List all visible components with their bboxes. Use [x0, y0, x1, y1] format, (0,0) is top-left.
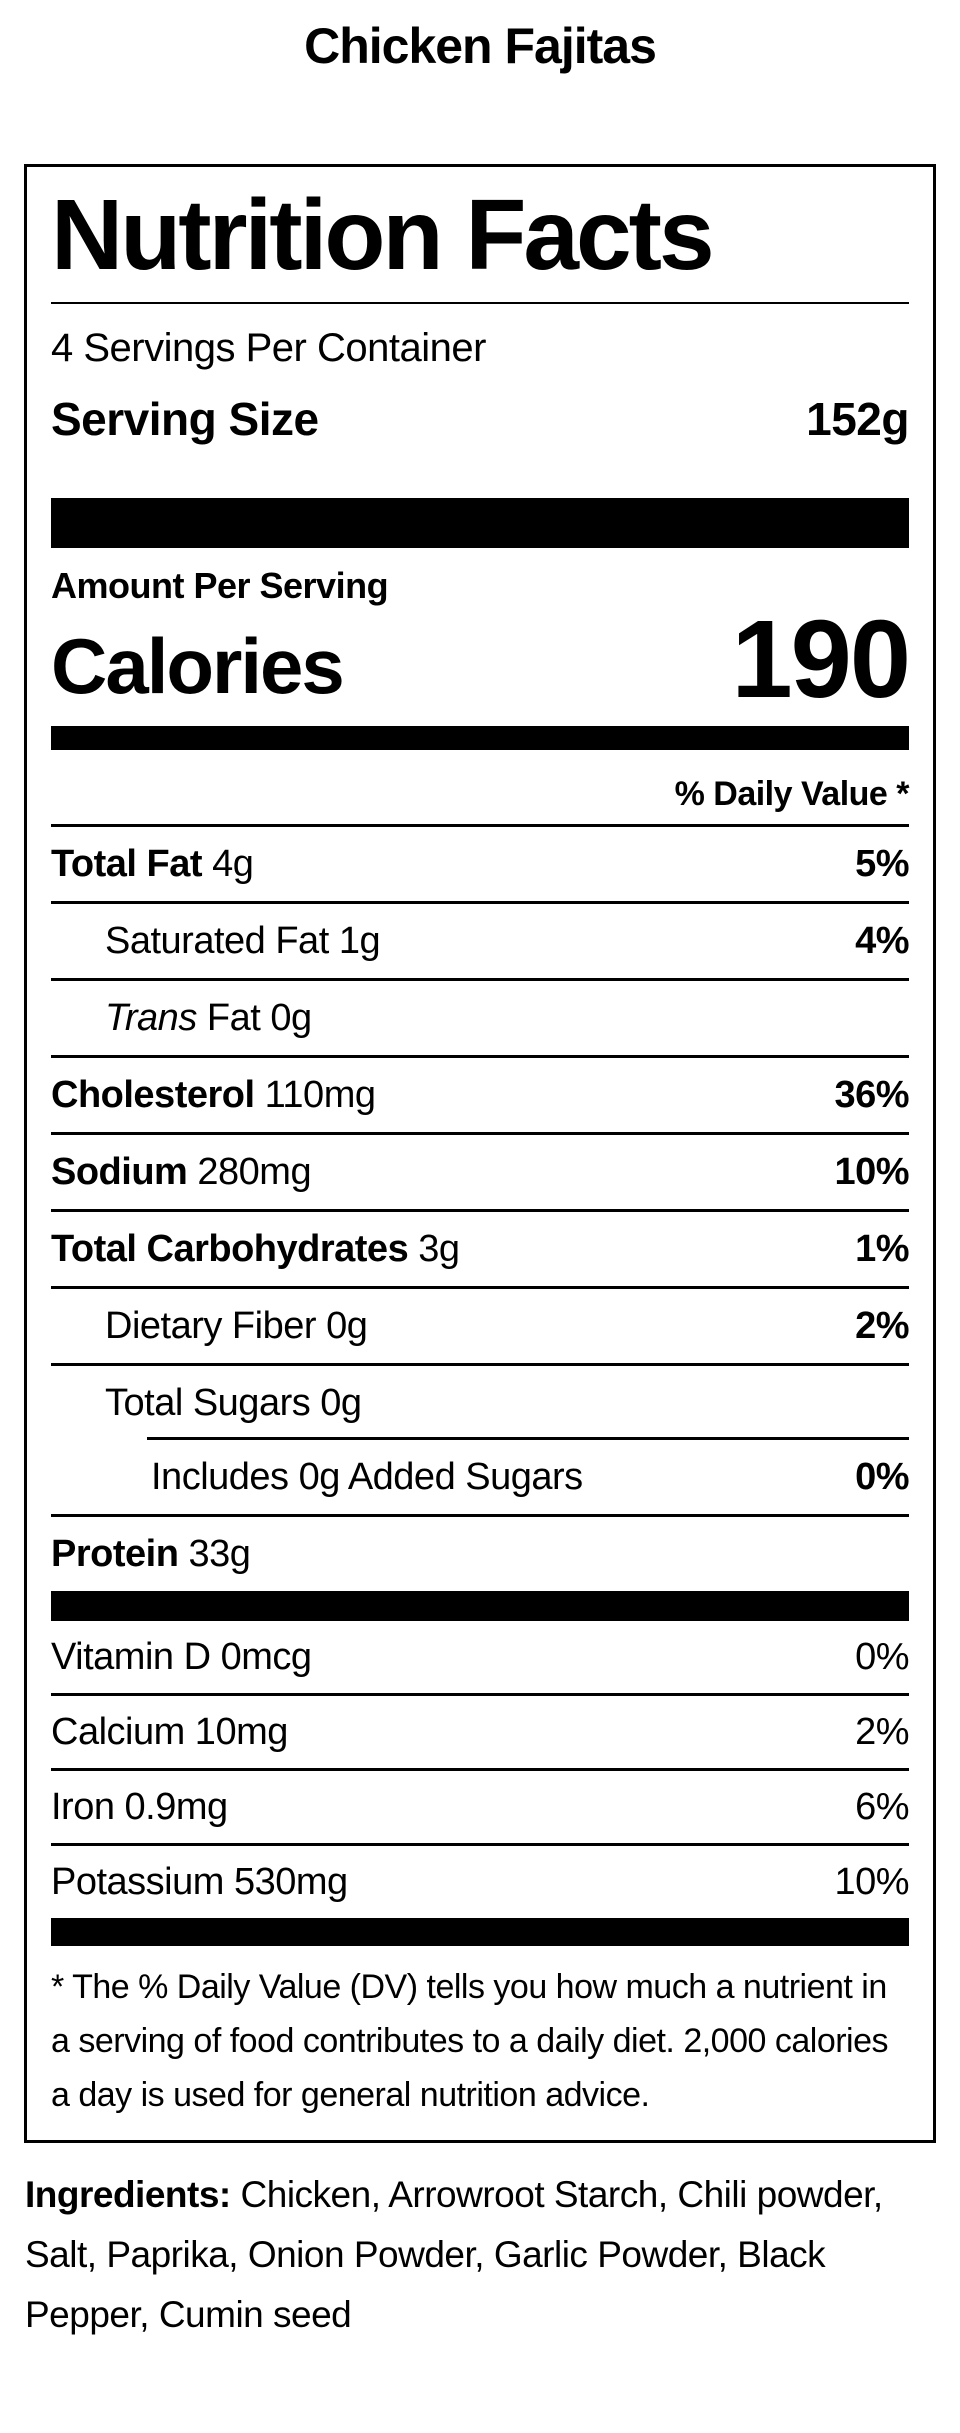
bar-serving-separator	[51, 498, 909, 548]
nutrient-name: Total Sugars 0g	[105, 1382, 362, 1424]
serving-size-value: 152g	[806, 393, 909, 445]
nutrient-amount: 0g	[326, 1305, 368, 1347]
nutrient-name: Cholesterol 110mg	[51, 1074, 376, 1116]
page-title: Chicken Fajitas	[304, 18, 657, 74]
vitamin-row-vitamin-d: Vitamin D 0mcg 0%	[51, 1621, 909, 1696]
nutrient-row-dietary-fiber: Dietary Fiber 0g 2%	[51, 1289, 909, 1366]
ingredients-label: Ingredients:	[25, 2174, 231, 2215]
nutrient-dv: 10%	[834, 1151, 909, 1193]
ingredients-text: Chicken, Arrowroot Starch, Chili powder,…	[25, 2174, 883, 2335]
ingredients: Ingredients: Chicken, Arrowroot Starch, …	[25, 2165, 935, 2345]
nutrient-amount: 33g	[188, 1533, 251, 1575]
nutrient-name: Total Carbohydrates 3g	[51, 1228, 460, 1270]
nutrient-name: Includes 0g Added Sugars	[151, 1456, 583, 1498]
vitamin-dv: 2%	[855, 1711, 909, 1753]
vitamin-name: Potassium 530mg	[51, 1861, 348, 1903]
nutrient-name: Saturated Fat 1g	[105, 920, 381, 962]
nutrient-name: Protein 33g	[51, 1533, 251, 1575]
nutrient-dv: 4%	[855, 920, 909, 962]
daily-value-footnote: * The % Daily Value (DV) tells you how m…	[51, 1968, 889, 2114]
title-divider	[51, 302, 909, 304]
nutrient-row-trans-fat: Trans Fat 0g	[51, 981, 909, 1058]
nutrient-dv: 1%	[855, 1228, 909, 1270]
nutrient-amount: 280mg	[197, 1151, 312, 1193]
nutrition-facts-title: Nutrition Facts	[51, 179, 715, 291]
nutrition-label-box: Nutrition Facts 4 Servings Per Container…	[24, 164, 936, 2143]
vitamin-dv: 0%	[855, 1636, 909, 1678]
nutrient-row-protein: Protein 33g	[51, 1517, 909, 1591]
serving-size-row: Serving Size 152g	[51, 390, 909, 448]
nutrient-row-total-carbohydrates: Total Carbohydrates 3g 1%	[51, 1212, 909, 1289]
serving-size-label: Serving Size	[51, 393, 319, 445]
nutrient-row-total-fat: Total Fat 4g 5%	[51, 827, 909, 904]
nutrient-dv: 0%	[855, 1456, 909, 1498]
nutrient-row-saturated-fat: Saturated Fat 1g 4%	[51, 904, 909, 981]
nutrient-row-total-sugars: Total Sugars 0g	[51, 1366, 909, 1440]
daily-value-header: % Daily Value *	[51, 750, 910, 827]
nutrient-row-cholesterol: Cholesterol 110mg 36%	[51, 1058, 909, 1135]
calories-value: 190	[731, 598, 911, 721]
calories-label: Calories	[51, 622, 345, 710]
bar-calories-separator	[51, 726, 909, 750]
vitamin-dv: 10%	[834, 1861, 909, 1903]
nutrient-dv: 2%	[855, 1305, 909, 1347]
nutrient-amount: 1g	[338, 920, 381, 962]
calories-row: Calories 190	[51, 598, 911, 721]
nutrient-amount: 110mg	[264, 1074, 376, 1116]
vitamin-name: Iron 0.9mg	[51, 1786, 228, 1828]
nutrient-name: Dietary Fiber 0g	[105, 1305, 368, 1347]
nutrient-name: Trans Fat 0g	[105, 997, 312, 1039]
nutrient-dv: 36%	[834, 1074, 909, 1116]
servings-per-container: 4 Servings Per Container	[51, 326, 486, 370]
nutrient-amount: 0g	[270, 997, 312, 1039]
nutrient-row-added-sugars: Includes 0g Added Sugars 0%	[51, 1437, 909, 1517]
nutrient-amount: 3g	[418, 1228, 460, 1270]
nutrient-row-sodium: Sodium 280mg 10%	[51, 1135, 909, 1212]
bar-vitamins-separator	[51, 1918, 909, 1946]
bar-protein-separator	[51, 1591, 909, 1621]
amount-per-serving-label: Amount Per Serving	[51, 565, 389, 606]
vitamin-name: Vitamin D 0mcg	[51, 1636, 312, 1678]
vitamin-name: Calcium 10mg	[51, 1711, 288, 1753]
vitamin-row-iron: Iron 0.9mg 6%	[51, 1771, 909, 1846]
vitamin-dv: 6%	[855, 1786, 909, 1828]
nutrient-amount: 4g	[212, 843, 254, 885]
nutrient-name: Sodium 280mg	[51, 1151, 312, 1193]
nutrient-name: Total Fat 4g	[51, 843, 254, 885]
nutrient-dv: 5%	[855, 843, 909, 885]
vitamin-row-calcium: Calcium 10mg 2%	[51, 1696, 909, 1771]
vitamin-row-potassium: Potassium 530mg 10%	[51, 1846, 909, 1918]
nutrient-amount: 0g	[320, 1382, 362, 1424]
